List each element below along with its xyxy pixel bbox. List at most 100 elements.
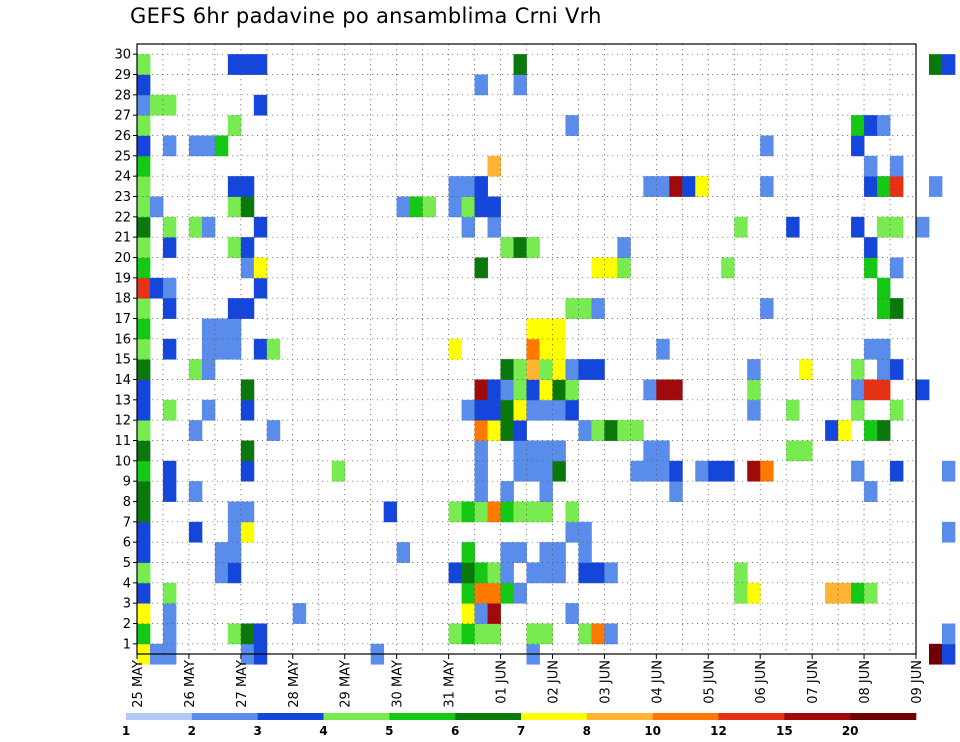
heatmap-cell	[565, 359, 579, 380]
heatmap-cell	[513, 582, 527, 604]
heatmap-cell	[474, 257, 488, 279]
heatmap-cell	[539, 501, 553, 523]
heatmap-cell	[474, 379, 488, 401]
heatmap-cell	[500, 562, 514, 584]
legend-swatch	[586, 713, 653, 720]
y-tick-label: 15	[114, 353, 131, 368]
legend-label: 7	[517, 724, 525, 738]
heatmap-cell	[747, 359, 761, 380]
heatmap-cell	[539, 562, 553, 584]
heatmap-cell	[149, 94, 164, 116]
heatmap-cell	[188, 135, 203, 157]
heatmap-cell	[890, 176, 904, 197]
heatmap-cell	[266, 338, 281, 360]
y-tick-label: 27	[114, 109, 131, 124]
heatmap-cell	[162, 460, 177, 482]
heatmap-cell	[240, 237, 255, 258]
heatmap-cell	[890, 257, 904, 279]
heatmap-cell	[474, 460, 488, 482]
heatmap-cell	[941, 521, 956, 543]
x-tick-label: 01 JUN	[495, 660, 510, 704]
heatmap-cell	[916, 379, 930, 401]
heatmap-cell	[721, 460, 735, 482]
heatmap-cell	[877, 115, 891, 136]
heatmap-cell	[591, 359, 605, 380]
heatmap-cell	[409, 196, 424, 218]
x-tick-label: 03 JUN	[598, 660, 613, 704]
heatmap-cell	[253, 94, 268, 116]
heatmap-cell	[747, 379, 761, 401]
heatmap-cell	[864, 155, 878, 177]
heatmap-cell	[526, 440, 540, 462]
heatmap-cell	[461, 623, 475, 645]
x-tick-label: 28 MAY	[287, 660, 302, 708]
y-tick-label: 25	[114, 149, 131, 164]
y-tick-label: 2	[123, 617, 131, 632]
x-tick-label: 09 JUN	[910, 660, 925, 704]
heatmap-cell	[461, 176, 475, 197]
heatmap-cell	[137, 216, 151, 238]
heatmap-cell	[877, 176, 891, 197]
heatmap-cell	[552, 562, 566, 584]
heatmap-cell	[487, 399, 501, 421]
heatmap-cell	[539, 338, 553, 360]
heatmap-cell	[137, 298, 151, 319]
heatmap-cell	[539, 623, 553, 645]
heatmap-cell	[669, 481, 683, 502]
heatmap-cell	[448, 623, 462, 645]
heatmap-cell	[734, 582, 748, 604]
heatmap-cell	[526, 501, 540, 523]
heatmap-cell	[851, 135, 865, 157]
heatmap-cell	[928, 54, 943, 75]
heatmap-cell	[851, 460, 865, 482]
y-tick-label: 30	[114, 48, 131, 63]
heatmap-cell	[487, 582, 501, 604]
heatmap-cell	[864, 582, 878, 604]
x-tick-label: 02 JUN	[546, 660, 561, 704]
heatmap-cell	[162, 338, 177, 360]
heatmap-cell	[137, 94, 151, 116]
heatmap-cell	[864, 257, 878, 279]
heatmap-cell	[526, 399, 540, 421]
heatmap-cell	[513, 399, 527, 421]
heatmap-cell	[864, 420, 878, 441]
x-tick-label: 04 JUN	[650, 660, 665, 704]
heatmap-cell	[474, 623, 488, 645]
heatmap-cell	[487, 501, 501, 523]
heatmap-cell	[604, 420, 618, 441]
heatmap-cell	[240, 196, 255, 218]
heatmap-cell	[214, 542, 229, 563]
heatmap-cell	[851, 359, 865, 380]
heatmap-cell	[240, 379, 255, 401]
y-tick-label: 1	[123, 637, 131, 652]
heatmap-cell	[513, 440, 527, 462]
heatmap-cell	[513, 237, 527, 258]
heatmap-cell	[201, 359, 216, 380]
heatmap-cell	[617, 420, 631, 441]
heatmap-cell	[941, 623, 956, 645]
heatmap-cell	[474, 481, 488, 502]
heatmap-cell	[137, 521, 151, 543]
heatmap-cell	[604, 623, 618, 645]
heatmap-cell	[240, 54, 255, 75]
heatmap-cell	[474, 399, 488, 421]
legend-swatch	[652, 713, 719, 720]
heatmap-cell	[526, 237, 540, 258]
heatmap-cell	[877, 216, 891, 238]
heatmap-cell	[825, 582, 839, 604]
heatmap-cell	[240, 521, 255, 543]
heatmap-cell	[552, 359, 566, 380]
heatmap-cell	[734, 562, 748, 584]
y-tick-label: 12	[114, 414, 131, 429]
heatmap-cell	[565, 115, 579, 136]
heatmap-cell	[253, 257, 268, 279]
heatmap-cell	[890, 216, 904, 238]
heatmap-cell	[227, 115, 242, 136]
heatmap-cell	[760, 460, 774, 482]
heatmap-cell	[227, 176, 242, 197]
heatmap-cell	[227, 237, 242, 258]
heatmap-cell	[526, 623, 540, 645]
grid-layer	[137, 44, 916, 654]
heatmap-cell	[864, 176, 878, 197]
heatmap-cell	[253, 277, 268, 299]
